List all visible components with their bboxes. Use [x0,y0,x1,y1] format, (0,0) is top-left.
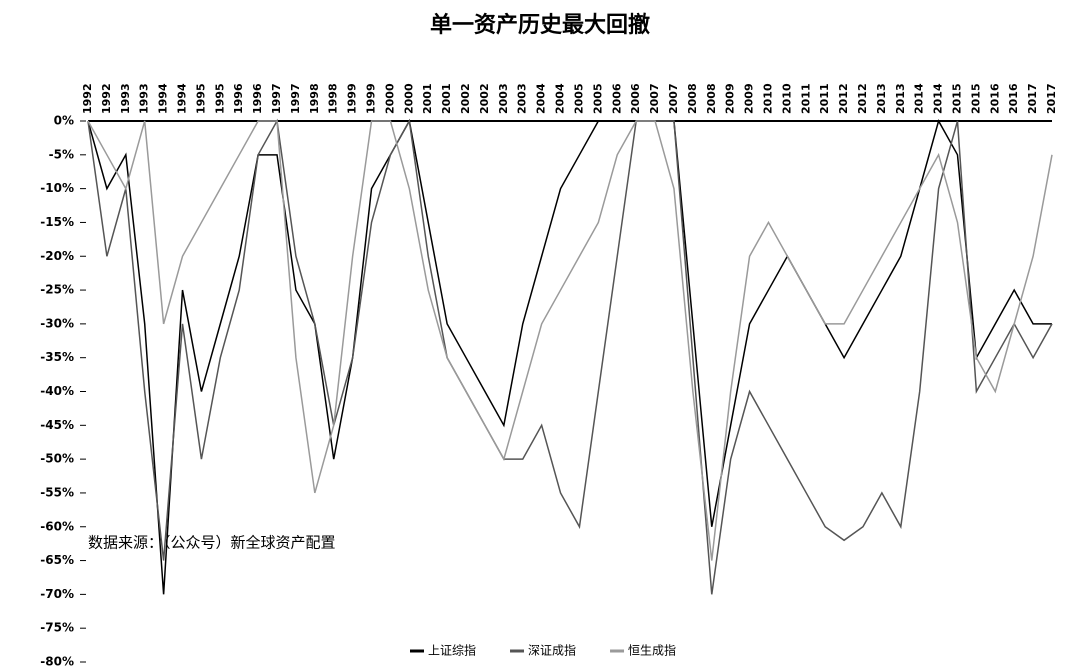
x-tick-label: 2012 [837,83,850,114]
legend-label: 上证综指 [428,643,476,658]
x-tick-label: 2016 [988,83,1001,114]
series-line [87,118,1052,595]
x-tick-label: 2015 [969,83,982,114]
x-tick-label: 2006 [629,83,642,114]
x-tick-label: 2005 [591,83,604,114]
y-tick-label: -25% [40,283,74,297]
x-tick-label: 2017 [1045,83,1058,114]
x-tick-label: 2014 [932,83,945,114]
x-tick-label: 1993 [119,83,132,114]
x-tick-label: 1999 [346,83,359,114]
x-tick-label: 2001 [440,83,453,114]
x-tick-label: 2012 [856,83,869,114]
series-line [87,120,1053,561]
x-tick-label: 1995 [194,83,207,114]
x-tick-label: 1992 [81,83,94,114]
series-line [87,118,1053,595]
legend-label: 深证成指 [528,643,576,658]
y-tick-label: -10% [40,181,74,195]
x-tick-label: 1994 [176,83,189,114]
x-tick-label: 2000 [402,83,415,114]
x-tick-label: 1993 [138,83,151,114]
x-tick-label: 2011 [799,83,812,114]
x-tick-label: 2008 [705,83,718,114]
x-tick-label: 1996 [232,83,245,114]
y-tick-label: -35% [40,350,74,364]
x-tick-label: 2017 [1026,83,1039,114]
x-tick-label: 1997 [289,83,302,114]
x-tick-label: 2002 [459,83,472,114]
x-tick-label: 2006 [610,83,623,114]
chart-title: 单一资产历史最大回撤 [430,12,650,38]
x-tick-label: 1998 [308,83,321,114]
x-tick-label: 1997 [270,83,283,114]
y-tick-label: -50% [40,452,74,466]
legend-label: 恒生成指 [628,643,676,658]
x-tick-label: 2014 [913,83,926,114]
x-tick-label: 1996 [251,83,264,114]
x-tick-label: 2010 [761,83,774,114]
x-tick-label: 2007 [648,83,661,114]
x-tick-label: 2003 [516,83,529,114]
x-tick-label: 2016 [1007,83,1020,114]
x-tick-label: 2004 [535,83,548,114]
y-tick-label: -70% [40,587,74,601]
y-tick-label: -75% [40,621,74,635]
x-tick-label: 1995 [213,83,226,114]
x-tick-label: 2009 [743,83,756,114]
y-tick-label: -20% [40,249,74,263]
y-tick-label: -5% [49,147,74,161]
x-tick-label: 2011 [818,83,831,114]
y-tick-label: -45% [40,418,74,432]
x-tick-label: 1994 [157,83,170,114]
annotation: 数据来源：（公众号）新全球资产配置 [88,534,336,552]
x-tick-label: 2000 [383,83,396,114]
y-tick-label: -80% [40,655,74,669]
x-tick-label: 2002 [478,83,491,114]
y-tick-label: -40% [40,384,74,398]
x-tick-label: 2003 [497,83,510,114]
x-tick-label: 2009 [724,83,737,114]
x-tick-label: 2015 [950,83,963,114]
x-tick-label: 1999 [365,83,378,114]
x-tick-label: 2013 [894,83,907,114]
y-tick-label: 0% [54,114,74,128]
y-tick-label: -15% [40,215,74,229]
x-tick-label: 2007 [667,83,680,114]
x-tick-label: 2008 [686,83,699,114]
x-tick-label: 1998 [327,83,340,114]
y-tick-label: -65% [40,553,74,567]
x-tick-label: 2005 [572,83,585,114]
y-tick-label: -30% [40,316,74,330]
y-tick-label: -60% [40,519,74,533]
x-tick-label: 2001 [421,83,434,114]
x-tick-label: 2013 [875,83,888,114]
y-tick-label: -55% [40,485,74,499]
x-tick-label: 2004 [554,83,567,114]
x-tick-label: 1992 [100,83,113,114]
x-tick-label: 2010 [780,83,793,114]
